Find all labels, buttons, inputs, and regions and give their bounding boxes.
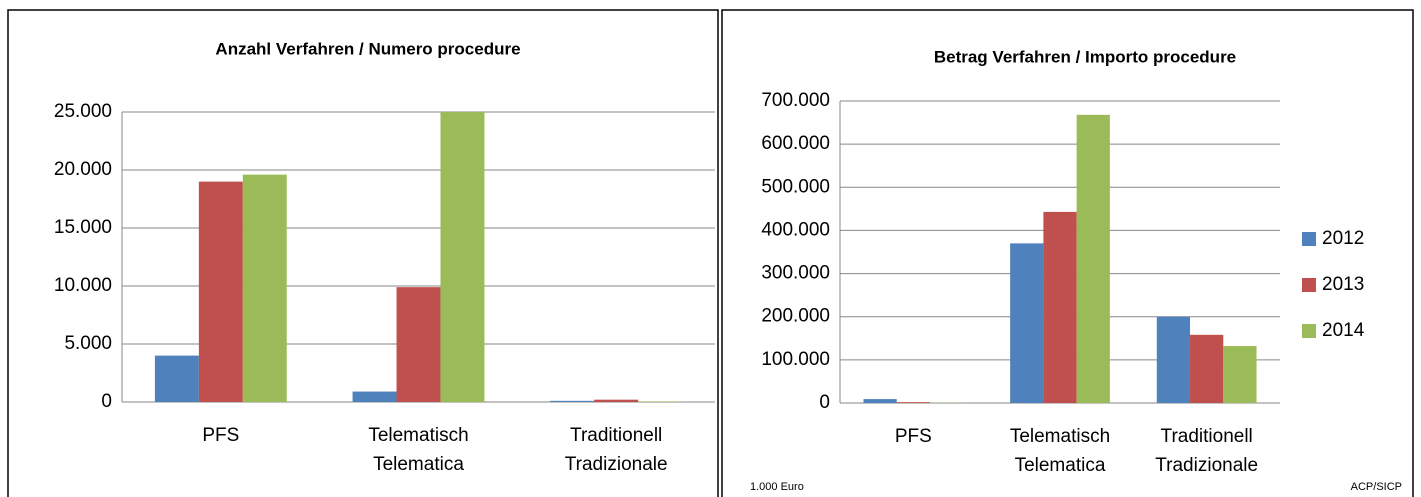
bar: [1043, 211, 1077, 403]
unit-label: 1.000 Euro: [750, 481, 804, 493]
bar: [352, 391, 397, 402]
bar: [1010, 243, 1044, 403]
y-tick-label: 300.000: [761, 263, 830, 284]
x-tick-label: Traditionell: [570, 425, 662, 446]
bar: [396, 287, 441, 402]
y-tick-label: 600.000: [761, 133, 830, 154]
bar: [1076, 114, 1110, 403]
legend-swatch: [1302, 232, 1316, 246]
bar: [863, 399, 897, 403]
x-tick-label: Traditionell: [1161, 426, 1253, 447]
x-tick-label: PFS: [202, 425, 239, 446]
legend-swatch: [1302, 278, 1316, 292]
frame: [7, 9, 719, 497]
x-tick-label: Tradizionale: [565, 454, 668, 475]
x-tick-label: Telematica: [373, 454, 464, 475]
bar: [1223, 346, 1257, 403]
chart-title: Betrag Verfahren / Importo procedure: [934, 47, 1236, 66]
bar: [154, 355, 199, 402]
chart-title: Anzahl Verfahren / Numero procedure: [215, 39, 520, 58]
y-tick-label: 700.000: [761, 90, 830, 111]
y-tick-label: 200.000: [761, 306, 830, 327]
x-tick-label: PFS: [895, 426, 932, 447]
y-tick-label: 400.000: [761, 219, 830, 240]
legend-label: 2014: [1322, 320, 1365, 341]
y-tick-label: 25.000: [54, 101, 112, 122]
bar: [198, 181, 243, 402]
y-tick-label: 20.000: [54, 159, 112, 180]
y-tick-label: 0: [101, 391, 112, 412]
x-tick-label: Telematisch: [368, 425, 468, 446]
legend-label: 2012: [1322, 228, 1364, 249]
y-tick-label: 500.000: [761, 176, 830, 197]
frame: [721, 9, 1414, 497]
x-tick-label: Telematisch: [1010, 426, 1110, 447]
bar: [638, 401, 683, 402]
bar: [440, 112, 485, 402]
legend-swatch: [1302, 324, 1316, 338]
y-tick-label: 0: [819, 392, 830, 413]
bar: [550, 400, 595, 402]
bar: [242, 174, 287, 402]
bar: [1190, 334, 1224, 403]
bar: [594, 399, 639, 402]
x-tick-label: Telematica: [1015, 455, 1106, 476]
x-tick-label: Tradizionale: [1155, 455, 1258, 476]
y-tick-label: 15.000: [54, 217, 112, 238]
y-tick-label: 10.000: [54, 275, 112, 296]
bar: [896, 402, 930, 403]
bar: [1156, 316, 1191, 403]
source: ACP/SICP: [1351, 481, 1402, 493]
legend-label: 2013: [1322, 274, 1364, 295]
y-tick-label: 100.000: [761, 349, 830, 370]
y-tick-label: 5.000: [64, 333, 112, 354]
